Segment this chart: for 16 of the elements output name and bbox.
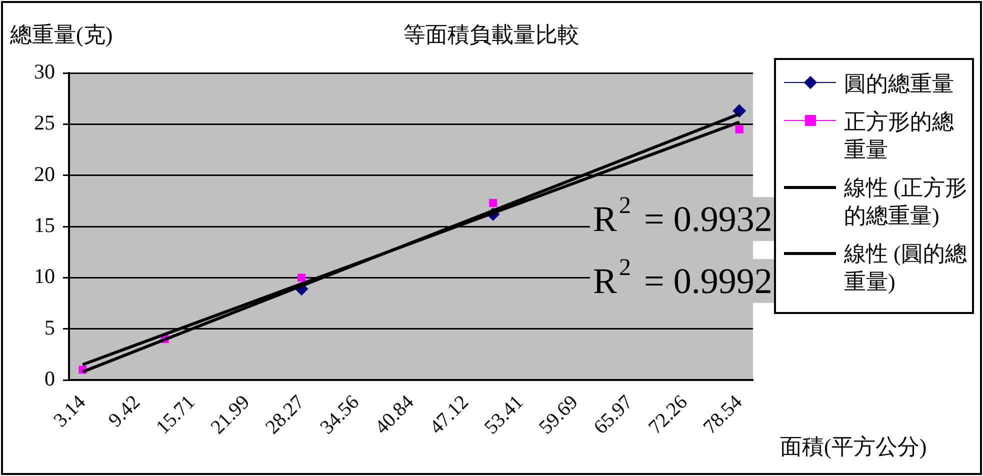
x-axis-title: 面積(平方公分)	[780, 433, 927, 461]
legend-label: 線性 (圓的總重量)	[844, 240, 968, 296]
y-tick-label: 10	[34, 264, 55, 288]
legend-label: 正方形的總重量	[844, 108, 955, 164]
x-tick-label: 9.42	[104, 391, 145, 432]
legend-label: 線性 (正方形的總重量)	[844, 174, 968, 230]
legend-label: 圓的總重量	[844, 70, 955, 98]
y-tick-label: 5	[44, 315, 55, 340]
y-tick-label: 20	[34, 162, 55, 186]
y-tick-label: 25	[34, 110, 55, 135]
y-axis-title: 總重量(克)	[10, 21, 113, 49]
x-tick-label: 3.14	[50, 391, 90, 432]
y-tick-label: 0	[44, 366, 55, 391]
chart-title: 等面積負載量比較	[404, 22, 580, 47]
y-tick-label: 15	[34, 213, 55, 238]
y-tick-label: 30	[34, 60, 55, 84]
